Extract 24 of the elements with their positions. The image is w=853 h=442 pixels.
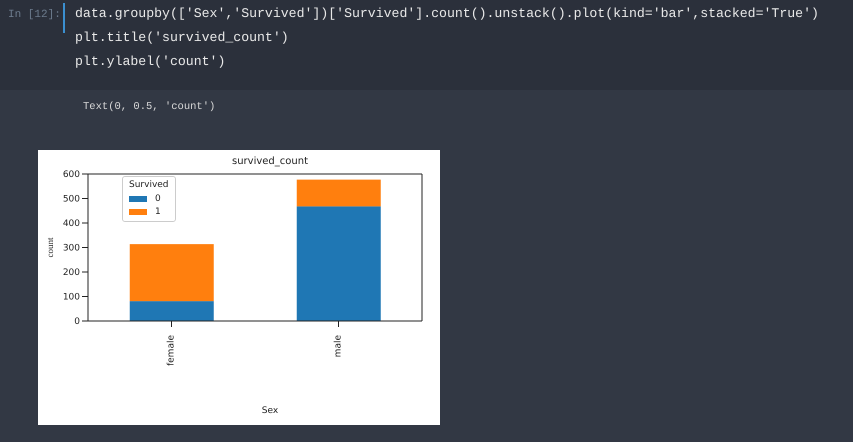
y-tick-label: 500 [62,194,80,205]
legend-title: Survived [129,180,169,190]
text: In [12]: [8,9,61,21]
y-tick-label: 0 [74,317,80,328]
text: Text(0, 0.5, 'count') [83,101,216,113]
x-tick-label: female [166,334,176,366]
y-tick-label: 400 [62,219,80,230]
y-tick-label: 200 [62,268,80,278]
y-axis-title: count [45,237,56,258]
text: data.groupby(['Sex','Survived'])['Survived'].count().unstack().plot(kind='bar',stacked='True') [75,6,819,21]
legend-label: 1 [155,206,161,216]
y-tick-label: 300 [62,244,80,254]
bar [296,206,381,321]
text: plt.ylabel('count') [75,54,226,69]
x-tick-label: male [334,334,344,358]
legend-label: 0 [155,194,161,204]
chart-title: survived_count [231,156,309,167]
bar [130,244,214,302]
x-axis-title: Sex [260,406,280,416]
text: plt.title('survived_count') [75,30,289,45]
y-tick-label: 600 [62,170,80,180]
bar [130,301,214,321]
y-tick-label: 100 [62,292,80,303]
bar [296,180,381,206]
